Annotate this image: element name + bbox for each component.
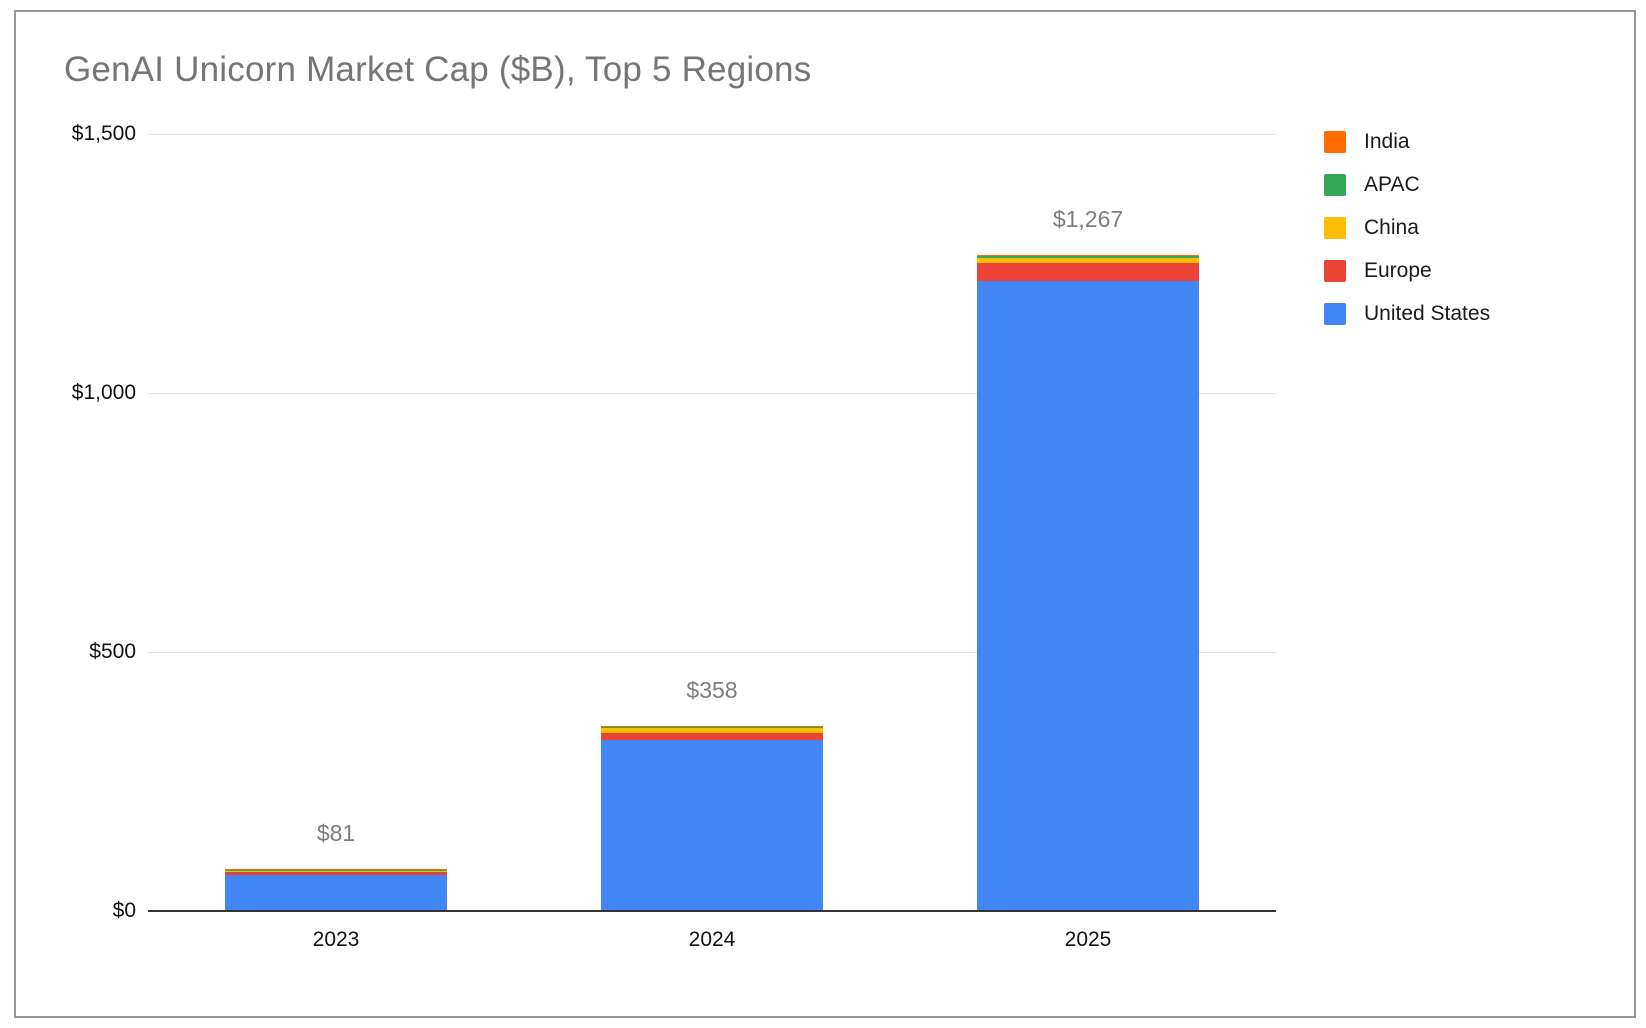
bar-segment-china[interactable]	[225, 870, 447, 873]
chart-title: GenAI Unicorn Market Cap ($B), Top 5 Reg…	[64, 50, 812, 89]
bar-segment-india[interactable]	[977, 254, 1199, 256]
legend: India APAC China Europe United States	[1324, 130, 1490, 326]
bar-total-label: $81	[316, 820, 356, 847]
y-tick-label: $1,000	[71, 381, 136, 404]
y-tick-label: $0	[112, 899, 136, 922]
y-tick-label: $1,500	[71, 122, 136, 145]
legend-item-europe[interactable]: Europe	[1324, 259, 1490, 283]
bar-segment-united-states[interactable]	[225, 874, 447, 911]
bar-segment-apac[interactable]	[977, 255, 1199, 259]
legend-label: China	[1364, 216, 1419, 239]
legend-item-india[interactable]: India	[1324, 130, 1490, 154]
legend-swatch-icon	[1324, 217, 1346, 239]
chart-card: GenAI Unicorn Market Cap ($B), Top 5 Reg…	[14, 10, 1636, 1018]
bar-segment-india[interactable]	[601, 725, 823, 728]
bar-segment-europe[interactable]	[601, 733, 823, 741]
legend-swatch-icon	[1324, 303, 1346, 325]
legend-swatch-icon	[1324, 131, 1346, 153]
bar-segment-europe[interactable]	[977, 263, 1199, 282]
bar-segment-india[interactable]	[225, 869, 447, 871]
bar-segment-apac[interactable]	[601, 727, 823, 728]
plot-area: $81 $358 $1,267	[148, 134, 1276, 912]
legend-item-apac[interactable]: APAC	[1324, 173, 1490, 197]
gridline	[148, 652, 1276, 653]
bar-segment-china[interactable]	[601, 727, 823, 734]
legend-label: Europe	[1364, 259, 1432, 282]
stacked-bar-2024[interactable]	[601, 725, 823, 911]
legend-swatch-icon	[1324, 174, 1346, 196]
gridline	[148, 134, 1276, 135]
legend-swatch-icon	[1324, 260, 1346, 282]
x-tick-label: 2025	[1064, 928, 1112, 951]
bar-segment-united-states[interactable]	[977, 281, 1199, 911]
legend-item-united-states[interactable]: United States	[1324, 302, 1490, 326]
gridline	[148, 393, 1276, 394]
x-tick-label: 2024	[688, 928, 736, 951]
x-tick-label: 2023	[312, 928, 360, 951]
bar-total-label: $358	[686, 676, 738, 703]
legend-item-china[interactable]: China	[1324, 216, 1490, 240]
bar-segment-europe[interactable]	[225, 872, 447, 875]
bar-total-label: $1,267	[1052, 205, 1124, 232]
stacked-bar-2025[interactable]	[977, 254, 1199, 911]
y-tick-label: $500	[89, 640, 136, 663]
legend-label: India	[1364, 130, 1410, 153]
bar-segment-united-states[interactable]	[601, 740, 823, 911]
x-axis-line	[148, 910, 1276, 912]
bar-segment-china[interactable]	[977, 258, 1199, 263]
legend-label: United States	[1364, 302, 1491, 325]
legend-label: APAC	[1364, 173, 1420, 196]
stacked-bar-2023[interactable]	[225, 869, 447, 911]
